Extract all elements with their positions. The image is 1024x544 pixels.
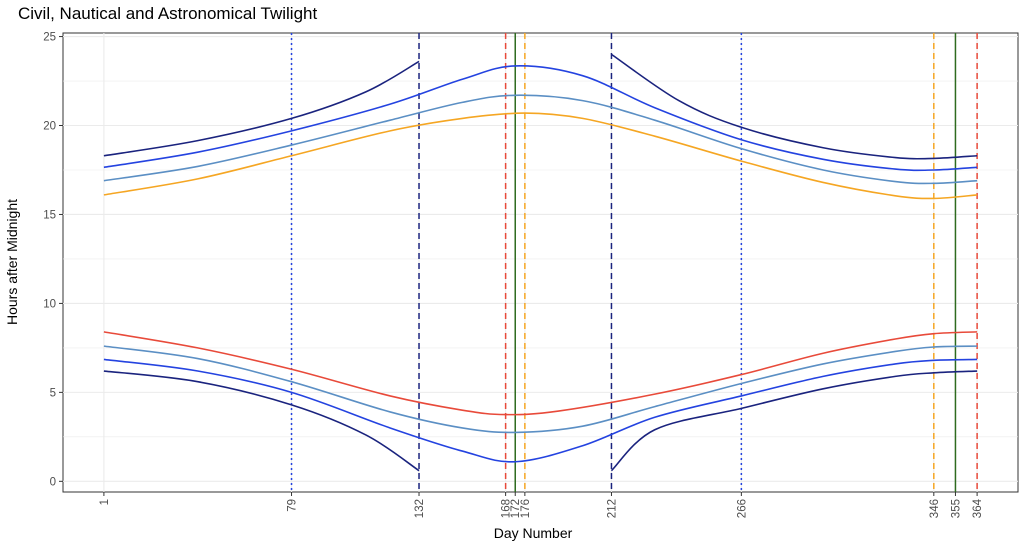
series-0-segment-0 (103, 60, 420, 157)
x-axis-title: Day Number (494, 525, 573, 541)
x-tick-label: 364 (972, 498, 984, 518)
y-tick-label: 25 (43, 32, 56, 44)
x-tick-label: 355 (950, 499, 962, 518)
y-tick-label: 10 (43, 298, 56, 310)
x-tick-label: 176 (520, 499, 532, 518)
y-tick-label: 15 (43, 209, 56, 221)
x-tick-label: 132 (414, 499, 426, 518)
x-tick-label: 79 (287, 499, 299, 512)
x-tick-label: 1 (99, 499, 111, 505)
x-tick-label: 266 (736, 499, 748, 518)
x-tick-label: 172 (510, 499, 522, 518)
y-tick-label: 5 (50, 387, 56, 399)
series-5-segment-0 (103, 345, 978, 434)
y-tick-label: 0 (50, 476, 56, 488)
series-group (103, 53, 978, 472)
series-6-segment-0 (103, 358, 978, 463)
y-tick-label: 20 (43, 121, 56, 133)
series-0-segment-1 (611, 53, 978, 160)
chart-title: Civil, Nautical and Astronomical Twiligh… (18, 4, 317, 23)
series-7-segment-1 (610, 370, 978, 472)
x-tick-label: 346 (929, 499, 941, 518)
series-7-segment-0 (103, 370, 420, 472)
series-2-segment-0 (103, 94, 978, 185)
reference-lines (290, 33, 978, 492)
x-tick-label: 212 (606, 499, 618, 518)
series-3-segment-0 (103, 112, 978, 200)
plot-panel (62, 32, 1019, 493)
series-4-segment-0 (103, 331, 978, 416)
series-1-segment-0 (103, 65, 978, 172)
y-axis-title: Hours after Midnight (4, 199, 20, 325)
x-tick-label: 168 (501, 499, 513, 518)
y-axis: 0 5 10 15 20 25 (43, 32, 63, 488)
